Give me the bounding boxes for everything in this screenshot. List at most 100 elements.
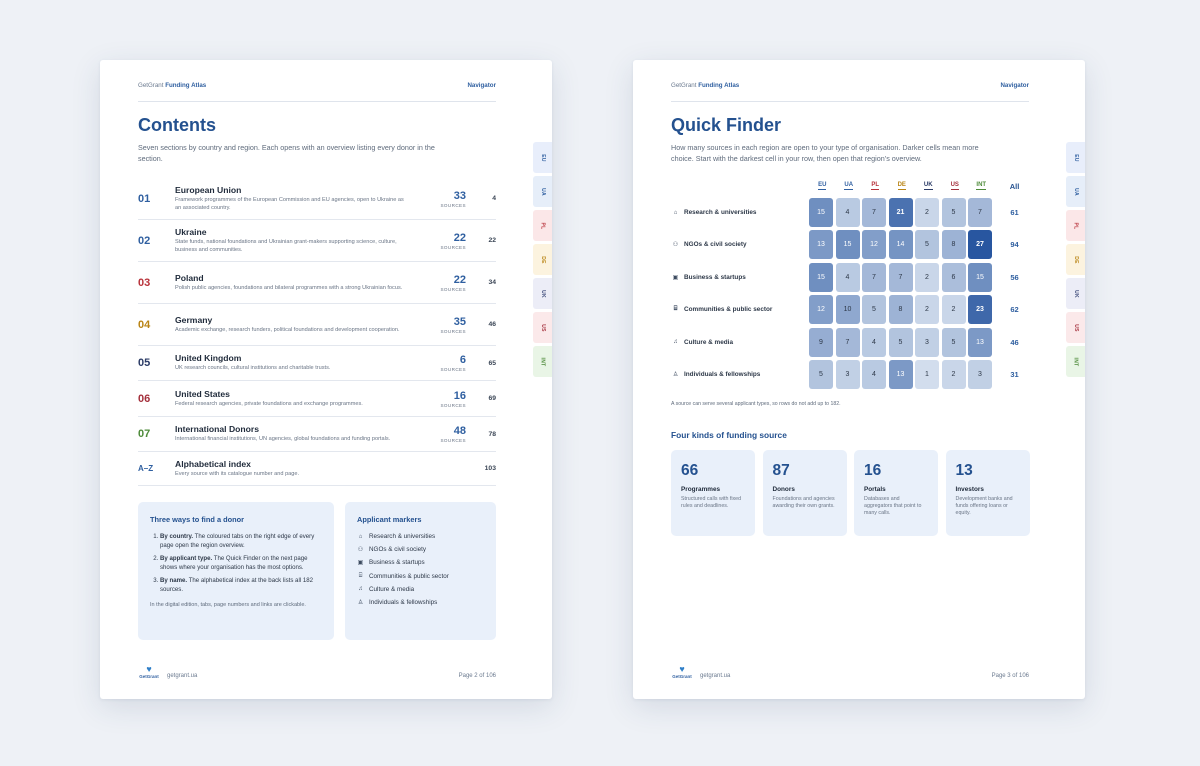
region-tab-us[interactable]: US: [1066, 312, 1085, 343]
finder-cell[interactable]: 5: [941, 198, 966, 227]
finder-row: ▣ Business & startups 15 4 7 7 2 6 15 56: [671, 262, 1035, 292]
region-tab-eu[interactable]: EU: [1066, 142, 1085, 173]
section-page-link[interactable]: 34: [488, 279, 496, 286]
finder-cell[interactable]: 27: [968, 230, 992, 260]
region-tab-ua[interactable]: UA: [1066, 176, 1085, 207]
footer-site-link[interactable]: getgrant.ua: [167, 673, 198, 679]
finder-cell[interactable]: 7: [968, 198, 992, 227]
marker-label: Individuals & fellowships: [369, 598, 438, 606]
contents-row[interactable]: 01 European Union Framework programmes of …: [138, 178, 496, 220]
finder-row-total: 62: [1010, 305, 1019, 315]
finder-cell[interactable]: 2: [941, 360, 966, 389]
kinds-title: Four kinds of funding source: [671, 430, 787, 440]
region-tab-pl[interactable]: PL: [1066, 210, 1085, 241]
header-nav-label[interactable]: Navigator: [1000, 82, 1029, 89]
finder-cell[interactable]: 2: [915, 198, 939, 227]
finder-cell[interactable]: 21: [888, 198, 913, 227]
section-page-link[interactable]: 103: [484, 465, 496, 472]
region-tab-eu[interactable]: EU: [533, 142, 552, 173]
page-footer: ♥ GetGrant getgrant.ua Page 3 of 106: [671, 664, 1029, 680]
region-tab-label: EU: [539, 153, 546, 162]
footer-site-link[interactable]: getgrant.ua: [700, 673, 731, 679]
contents-row[interactable]: 02 Ukraine State funds, national foundatio…: [138, 220, 496, 262]
finder-cell[interactable]: 3: [915, 327, 939, 357]
finder-cell[interactable]: 5: [915, 230, 939, 260]
finder-cell[interactable]: 13: [968, 327, 992, 357]
column-header-all: All: [1009, 182, 1020, 191]
finder-row: ⌸ Communities & public sector 12 10 5 8 2 2 23 62: [671, 295, 1035, 325]
contents-row[interactable]: 03 Poland Polish public agencies, foundati…: [138, 262, 496, 304]
finder-cell[interactable]: 13: [809, 230, 833, 260]
person-icon: ♙: [672, 372, 679, 378]
finder-cell[interactable]: 5: [862, 295, 886, 325]
contents-row[interactable]: 05 United Kingdom UK research councils, cu…: [138, 346, 496, 381]
finder-cell[interactable]: 4: [835, 262, 860, 292]
finder-cell[interactable]: 12: [809, 295, 833, 325]
source-count-number: 16: [453, 389, 466, 402]
region-tab-de[interactable]: DE: [1066, 244, 1085, 275]
finder-cell[interactable]: 14: [888, 230, 913, 260]
finder-cell[interactable]: 23: [968, 295, 992, 325]
finder-cell[interactable]: 3: [835, 360, 860, 389]
way-item: By name. The alphabetical index at the b…: [160, 577, 322, 594]
finder-cell[interactable]: 4: [862, 327, 886, 357]
finder-cell[interactable]: 15: [809, 262, 833, 292]
contents-row[interactable]: A–Z Alphabetical index Every source with i…: [138, 452, 496, 486]
region-tab-label: PL: [539, 222, 546, 229]
region-tab-pl[interactable]: PL: [533, 210, 552, 241]
section-page-link[interactable]: 65: [488, 359, 496, 367]
ways-note: In the digital edition, tabs, page numbe…: [150, 601, 306, 608]
way-item: By applicant type. The Quick Finder on t…: [160, 555, 322, 572]
finder-cell[interactable]: 7: [862, 262, 886, 292]
finder-cell[interactable]: 3: [968, 360, 992, 389]
markers-box: Applicant markers ⌂ Research & universiti…: [345, 502, 496, 640]
region-tab-uk[interactable]: UK: [533, 278, 552, 309]
page-title: Quick Finder: [671, 115, 782, 135]
source-count: 48 SOURCES: [438, 425, 466, 443]
header-brand: GetGrant Funding Atlas: [671, 82, 740, 89]
logo-mark-icon: ♥: [679, 664, 685, 674]
section-page-link[interactable]: 78: [488, 430, 496, 438]
finder-cell[interactable]: 8: [941, 230, 966, 260]
section-page-link[interactable]: 69: [488, 395, 496, 402]
region-tab-ua[interactable]: UA: [533, 176, 552, 207]
region-tab-int[interactable]: INT: [533, 346, 552, 377]
finder-cell[interactable]: 2: [915, 262, 939, 292]
finder-cell[interactable]: 4: [862, 360, 886, 389]
finder-cell[interactable]: 2: [915, 295, 939, 325]
finder-cell[interactable]: 2: [941, 295, 966, 325]
finder-cell[interactable]: 8: [888, 295, 913, 325]
header-nav-label[interactable]: Navigator: [467, 82, 496, 89]
finder-cell[interactable]: 15: [809, 198, 833, 227]
finder-cell[interactable]: 12: [862, 230, 886, 260]
finder-cell[interactable]: 7: [862, 198, 886, 227]
finder-cell[interactable]: 5: [941, 327, 966, 357]
finder-cell[interactable]: 15: [968, 262, 992, 292]
finder-cell[interactable]: 15: [835, 230, 860, 260]
finder-cell[interactable]: 5: [888, 327, 913, 357]
region-tab-uk[interactable]: UK: [1066, 278, 1085, 309]
finder-cell[interactable]: 7: [888, 262, 913, 292]
finder-cell[interactable]: 6: [941, 262, 966, 292]
kind-card-count: 87: [772, 462, 790, 479]
building-icon: ⌸: [673, 306, 678, 313]
finder-cell[interactable]: 7: [835, 327, 860, 357]
finder-cell[interactable]: 1: [915, 360, 939, 389]
contents-row[interactable]: 07 International Donors International fina…: [138, 417, 496, 452]
way-item-lead: By name.: [160, 577, 188, 585]
section-page-link[interactable]: 46: [488, 321, 496, 328]
finder-cell[interactable]: 13: [888, 360, 913, 389]
finder-cell[interactable]: 9: [809, 327, 833, 357]
section-page-link[interactable]: 4: [492, 195, 496, 202]
region-tab-us[interactable]: US: [533, 312, 552, 343]
region-tab-de[interactable]: DE: [533, 244, 552, 275]
section-page-link[interactable]: 22: [488, 237, 496, 244]
finder-cell[interactable]: 10: [835, 295, 860, 325]
finder-cell[interactable]: 5: [809, 360, 833, 389]
person-icon: ♙: [357, 599, 364, 606]
finder-row-label: ♙ Individuals & fellowships: [671, 371, 809, 378]
contents-row[interactable]: 04 Germany Academic exchange, research fun…: [138, 304, 496, 346]
region-tab-int[interactable]: INT: [1066, 346, 1085, 377]
finder-cell[interactable]: 4: [835, 198, 860, 227]
contents-row[interactable]: 06 United States Federal research agencies…: [138, 381, 496, 417]
